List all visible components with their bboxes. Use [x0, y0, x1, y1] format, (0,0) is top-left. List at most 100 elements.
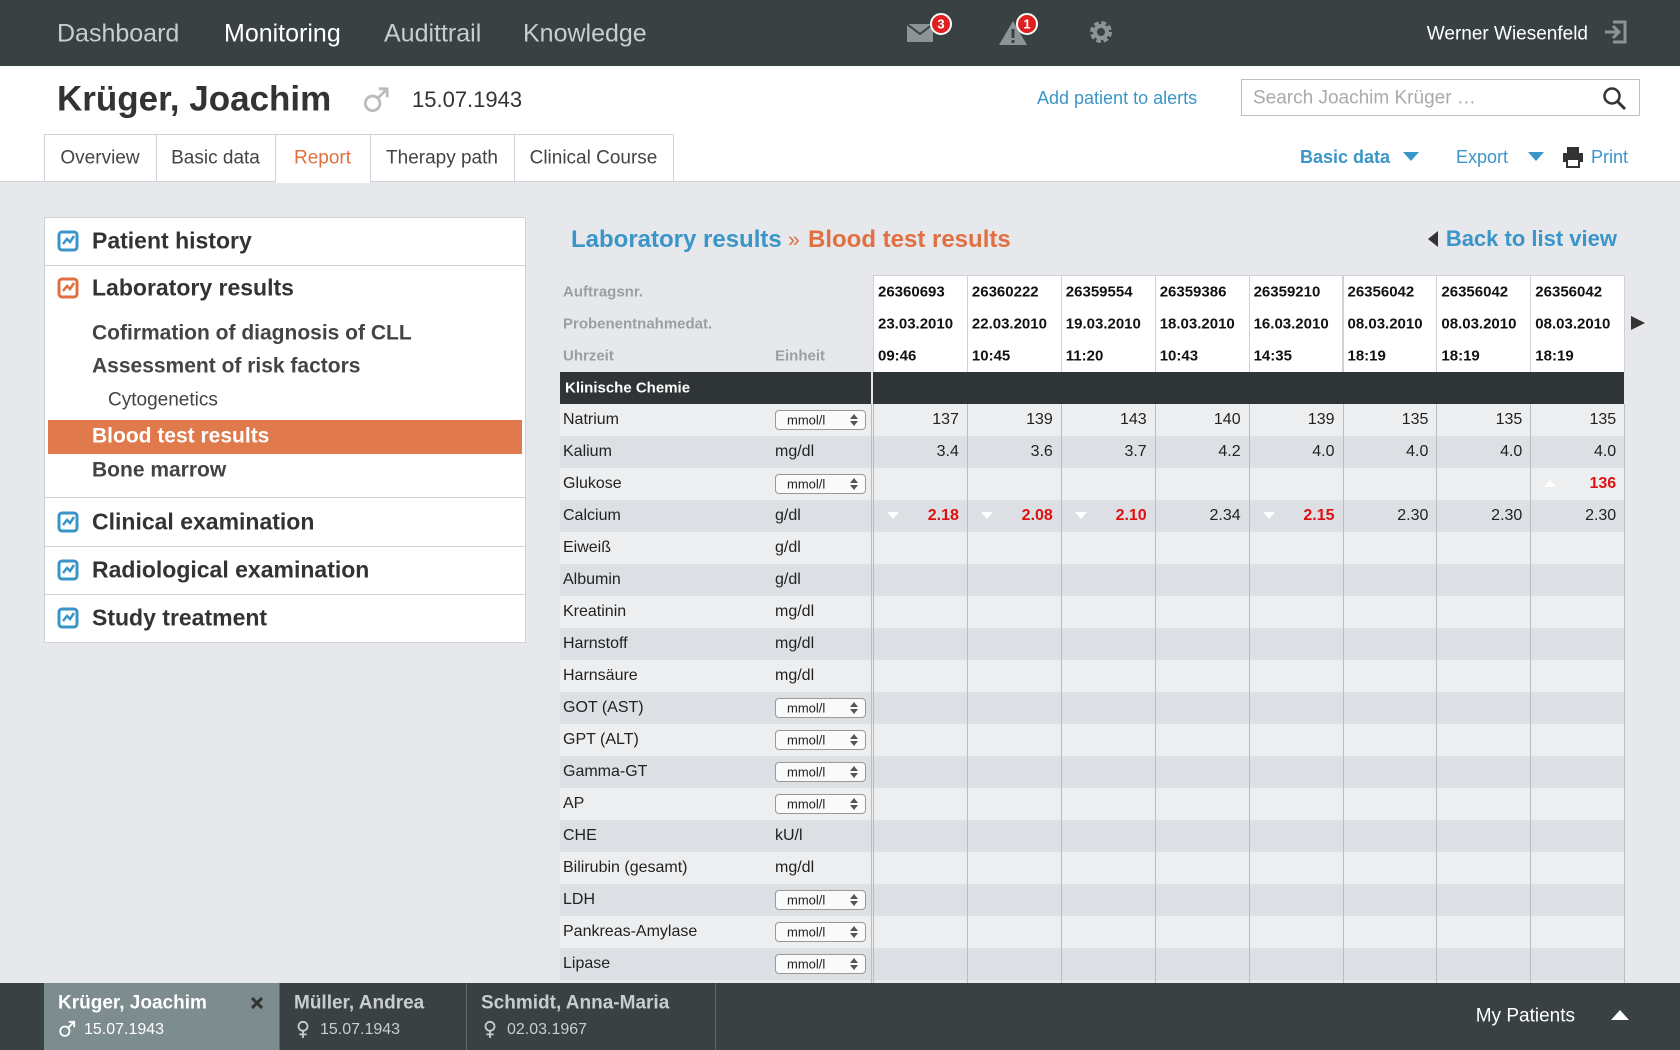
- action-link[interactable]: Print: [1591, 148, 1628, 166]
- patient-tab-dob: 15.07.1943: [320, 1022, 400, 1038]
- cell-value: 4.0: [1406, 444, 1428, 460]
- column-order: 26359210: [1254, 285, 1321, 300]
- tab-label: Therapy path: [386, 149, 498, 168]
- nav-item[interactable]: Audittrail: [384, 22, 481, 47]
- row-unit: mg/dl: [775, 604, 814, 620]
- dropdown-arrow: [1403, 152, 1419, 162]
- column-order: 26360693: [878, 285, 945, 300]
- column-time: 14:35: [1254, 349, 1292, 364]
- row-name: Kreatinin: [563, 604, 626, 620]
- unit-select-value: mmol/l: [787, 894, 825, 907]
- sidebar-subitem[interactable]: Assessment of risk factors: [92, 356, 360, 377]
- unit-select-value: mmol/l: [787, 702, 825, 715]
- table-row: [560, 884, 1624, 916]
- male-icon: [58, 1020, 76, 1038]
- tab-label: Basic data: [171, 149, 260, 168]
- column-order: 26360222: [972, 285, 1039, 300]
- cell-value: 139: [1308, 412, 1335, 428]
- table-row: [560, 692, 1624, 724]
- row-unit: mg/dl: [775, 444, 814, 460]
- my-patients-toggle[interactable]: My Patients: [1476, 1007, 1575, 1026]
- male-icon: [362, 86, 390, 114]
- section-icon: [56, 229, 80, 253]
- scroll-right: [1631, 316, 1645, 330]
- column-date: 08.03.2010: [1441, 317, 1516, 332]
- row-unit: mg/dl: [775, 636, 814, 652]
- select-arrows: [849, 477, 859, 491]
- select-arrows: [849, 893, 859, 907]
- table-row: [560, 916, 1624, 948]
- badge-count: 1: [1023, 18, 1030, 31]
- row-name: Kalium: [563, 444, 612, 460]
- row-name: GPT (ALT): [563, 732, 639, 748]
- column-time: 18:19: [1535, 349, 1573, 364]
- table-row: [560, 948, 1624, 980]
- settings-icon: [1088, 19, 1114, 45]
- action-link[interactable]: Export: [1456, 148, 1508, 166]
- select-arrows: [849, 797, 859, 811]
- cell-value: 3.7: [1124, 444, 1146, 460]
- row-name: AP: [563, 796, 584, 812]
- row-name: Glukose: [563, 476, 622, 492]
- sidebar-item[interactable]: Patient history: [92, 230, 252, 253]
- action-link[interactable]: Basic data: [1300, 148, 1390, 166]
- column-time: 18:19: [1441, 349, 1479, 364]
- row-name: Pankreas-Amylase: [563, 924, 697, 940]
- header-label: Uhrzeit: [563, 349, 614, 364]
- column-order: 26359554: [1066, 285, 1133, 300]
- sidebar-subitem[interactable]: Bone marrow: [92, 460, 226, 481]
- sidebar-subitem[interactable]: Blood test results: [92, 426, 269, 447]
- column-order: 26356042: [1348, 285, 1415, 300]
- header-label: Auftragsnr.: [563, 285, 643, 300]
- nav-item[interactable]: Dashboard: [57, 22, 179, 47]
- unit-select-value: mmol/l: [787, 478, 825, 491]
- row-name: Gamma-GT: [563, 764, 647, 780]
- column-date: 16.03.2010: [1254, 317, 1329, 332]
- sidebar-item[interactable]: Radiological examination: [92, 559, 369, 582]
- column-time: 11:20: [1066, 349, 1104, 364]
- column-date: 08.03.2010: [1535, 317, 1610, 332]
- column-date: 18.03.2010: [1160, 317, 1235, 332]
- column-divider: [1343, 404, 1344, 984]
- column-order: 26356042: [1535, 285, 1602, 300]
- sidebar-item[interactable]: Clinical examination: [92, 510, 314, 533]
- row-name: Harnsäure: [563, 668, 638, 684]
- unit-select-value: mmol/l: [787, 798, 825, 811]
- column-time: 09:46: [878, 349, 916, 364]
- patient-name: Krüger, Joachim: [57, 82, 331, 117]
- flag-indicator: [1263, 512, 1275, 520]
- cell-value: 4.0: [1500, 444, 1522, 460]
- cell-value: 2.30: [1397, 508, 1428, 524]
- back-link[interactable]: Back to list view: [1446, 228, 1617, 250]
- unit-select-value: mmol/l: [787, 958, 825, 971]
- add-alerts-link[interactable]: Add patient to alerts: [1037, 89, 1197, 107]
- breadcrumb-parent[interactable]: Laboratory results: [571, 228, 782, 252]
- cell-value: 2.30: [1491, 508, 1522, 524]
- column-date: 19.03.2010: [1066, 317, 1141, 332]
- sidebar-item[interactable]: Laboratory results: [92, 277, 294, 300]
- table-row: [560, 820, 1624, 852]
- patient-tab-dob: 02.03.1967: [507, 1022, 587, 1038]
- column-divider: [1061, 404, 1062, 984]
- row-unit: mg/dl: [775, 860, 814, 876]
- nav-item[interactable]: Monitoring: [224, 22, 341, 47]
- patient-dob: 15.07.1943: [412, 89, 522, 111]
- tab-label: Overview: [60, 149, 139, 168]
- sidebar-item[interactable]: Study treatment: [92, 607, 267, 630]
- select-arrows: [849, 925, 859, 939]
- cell-value: 3.4: [937, 444, 959, 460]
- nav-item[interactable]: Knowledge: [523, 22, 647, 47]
- table-row: [560, 564, 1624, 596]
- cell-value: 4.2: [1218, 444, 1240, 460]
- row-unit: g/dl: [775, 572, 801, 588]
- sidebar-subitem[interactable]: Cofirmation of diagnosis of CLL: [92, 323, 412, 344]
- cell-value: 2.10: [1116, 508, 1147, 524]
- row-name: CHE: [563, 828, 597, 844]
- column-divider: [871, 404, 872, 984]
- search-icon: [1602, 86, 1628, 112]
- unit-select-value: mmol/l: [787, 766, 825, 779]
- tab-label: Report: [294, 149, 351, 168]
- sidebar-subitem[interactable]: Cytogenetics: [108, 391, 218, 410]
- column-time: 10:43: [1160, 349, 1198, 364]
- flag-indicator: [1075, 512, 1087, 520]
